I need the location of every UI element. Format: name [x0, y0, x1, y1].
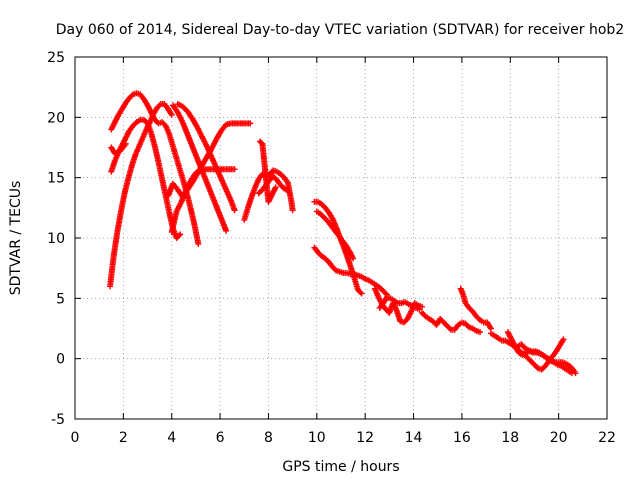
x-tick-label: 0: [71, 430, 80, 446]
data-point: [272, 184, 279, 191]
x-tick-label: 22: [598, 430, 616, 446]
x-tick-label: 16: [453, 430, 471, 446]
data-point: [475, 315, 482, 322]
data-point: [416, 306, 423, 313]
data-point: [122, 140, 129, 147]
data-point: [247, 120, 254, 127]
y-tick-label: 10: [47, 231, 65, 247]
data-point: [421, 312, 428, 319]
y-tick-label: 25: [47, 50, 65, 66]
data-point: [177, 231, 184, 238]
data-point: [317, 251, 324, 258]
data-point: [533, 364, 540, 371]
y-axis-label: SDTVAR / TECUs: [8, 181, 24, 296]
series-arc-21: [514, 341, 575, 377]
x-tick-label: 4: [167, 430, 176, 446]
data-point: [464, 323, 471, 330]
data-point: [358, 290, 365, 297]
data-point: [279, 184, 286, 191]
y-tick-label: 5: [56, 291, 65, 307]
data-point: [128, 92, 135, 99]
axis-ticks: 0 2 4 6 8 10 12 14 16 18 20 22 -5 0 5 10 15 20 25: [47, 50, 616, 446]
series-arc-16: [376, 294, 423, 313]
x-tick-label: 14: [405, 430, 423, 446]
y-tick-label: 15: [47, 171, 65, 187]
data-point: [175, 232, 182, 239]
data-point: [168, 111, 175, 118]
y-tick-label: 20: [47, 110, 65, 126]
series-arc-17: [419, 309, 484, 336]
chart-title: Day 060 of 2014, Sidereal Day-to-day VTE…: [56, 22, 624, 38]
data-points: [107, 90, 579, 377]
series-arc-4: [108, 140, 129, 157]
x-tick-label: 12: [356, 430, 374, 446]
series-arc-10: [255, 173, 291, 197]
data-point: [289, 207, 296, 214]
data-point: [331, 266, 338, 273]
series-arc-18: [457, 285, 494, 332]
series-arc-8: [169, 102, 230, 234]
x-tick-label: 8: [264, 430, 273, 446]
data-point: [350, 255, 357, 262]
series-arc-11: [256, 138, 279, 205]
x-tick-label: 10: [308, 430, 326, 446]
series-arc-9: [241, 167, 296, 223]
x-tick-label: 6: [216, 430, 225, 446]
data-point: [357, 289, 364, 296]
x-axis-label: GPS time / hours: [282, 459, 399, 475]
data-point: [132, 120, 139, 127]
data-point: [560, 336, 567, 343]
data-point: [223, 227, 230, 234]
data-point: [477, 329, 484, 336]
series-arc-14: [311, 244, 390, 298]
data-point: [446, 325, 453, 332]
x-tick-label: 20: [550, 430, 568, 446]
x-tick-label: 18: [501, 430, 519, 446]
series-arc-13: [313, 208, 357, 262]
data-point: [195, 241, 202, 248]
data-point: [520, 343, 527, 350]
x-tick-label: 2: [119, 430, 128, 446]
series-arc-7: [168, 166, 238, 235]
data-point: [568, 370, 575, 377]
data-point: [156, 102, 163, 109]
data-point: [382, 290, 389, 297]
data-point: [231, 207, 238, 214]
data-point: [284, 187, 291, 194]
y-tick-label: 0: [56, 352, 65, 368]
y-tick-label: -5: [51, 412, 65, 428]
data-point: [231, 166, 238, 173]
